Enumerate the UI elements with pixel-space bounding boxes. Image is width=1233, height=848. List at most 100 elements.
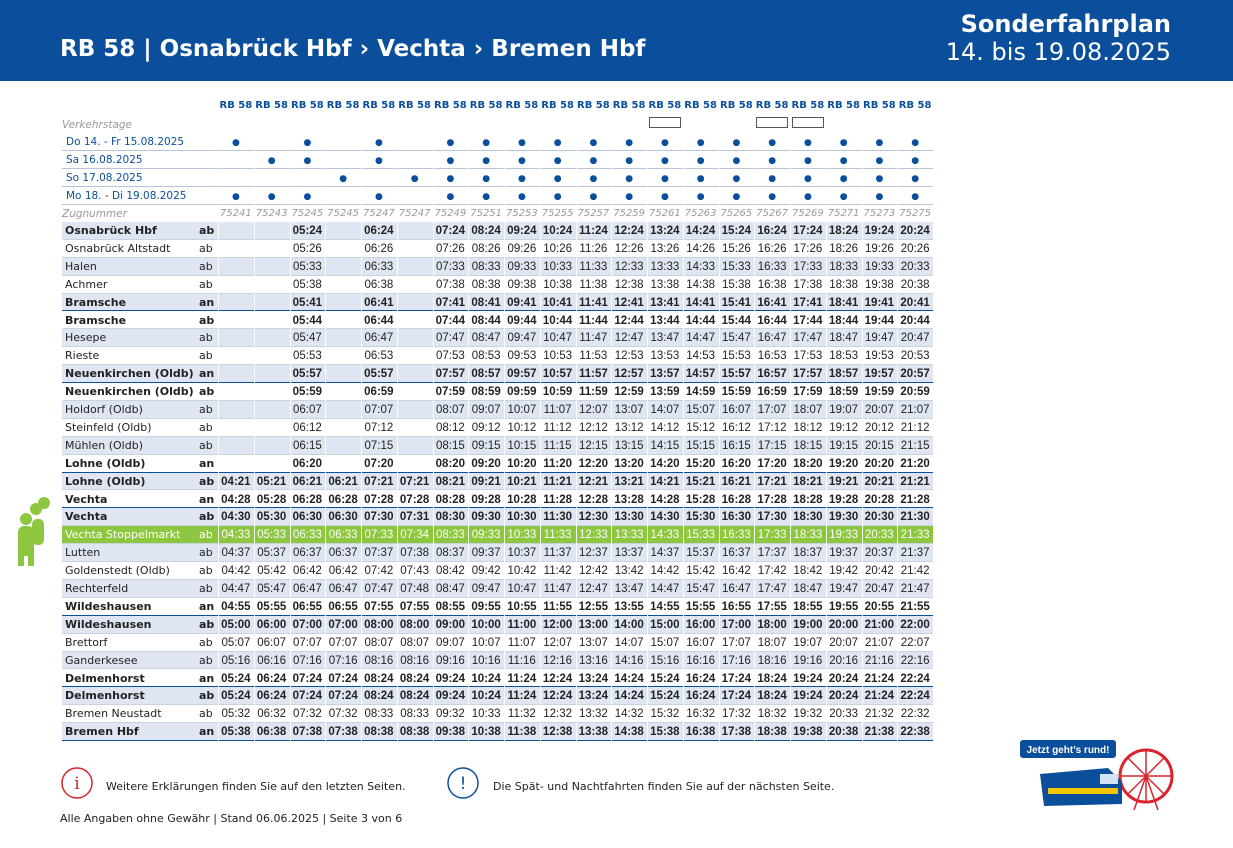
departure-time: 15:20 [685, 457, 716, 470]
departure-time: 07:55 [399, 600, 430, 613]
departure-time: 11:28 [543, 493, 573, 506]
departure-time: 07:48 [400, 583, 430, 595]
departure-time: 22:32 [900, 708, 930, 721]
departure-time: 19:26 [864, 242, 894, 255]
departure-time: 05:16 [221, 654, 251, 667]
departure-time: 14:47 [686, 332, 716, 345]
departure-time: 05:32 [221, 708, 251, 721]
departure-time: 16:55 [721, 600, 752, 613]
departure-time: 11:24 [507, 672, 537, 685]
info-icon: i [61, 767, 93, 799]
departure-time: 09:24 [507, 225, 537, 237]
departure-time: 13:42 [614, 565, 644, 578]
departure-time: 12:15 [578, 439, 608, 452]
departure-time: 07:38 [328, 726, 358, 739]
departure-time: 17:24 [793, 225, 823, 237]
departure-time: 11:20 [543, 457, 573, 470]
departure-time: 17:21 [757, 475, 787, 488]
departure-time: 06:21 [292, 475, 323, 488]
departure-time: 13:47 [650, 332, 680, 345]
column-line: RB 58 [469, 100, 503, 111]
train-number: 75251 [470, 208, 503, 219]
stop-event: ab [199, 241, 213, 255]
departure-time: 20:24 [828, 672, 859, 685]
departure-time: 16:38 [757, 278, 787, 291]
train-number: 75271 [827, 208, 860, 219]
departure-time: 12:21 [578, 475, 609, 488]
departure-time: 07:21 [364, 475, 394, 488]
departure-time: 12:24 [614, 225, 644, 237]
departure-time: 08:33 [364, 708, 394, 721]
departure-time: 13:24 [578, 690, 609, 703]
day-dot: ● [875, 192, 884, 202]
departure-time: 08:16 [400, 654, 430, 667]
column-line: RB 58 [827, 100, 860, 111]
departure-time: 17:33 [757, 529, 787, 542]
label: Sonderfahrplan [960, 10, 1171, 38]
column-line: RB 58 [791, 100, 825, 111]
column-divider [468, 133, 470, 742]
departure-time: 04:55 [221, 600, 251, 613]
departure-time: 09:20 [471, 457, 501, 470]
departure-time: 22:38 [900, 726, 930, 739]
departure-time: 14:07 [614, 636, 644, 649]
day-dot: ● [231, 138, 240, 148]
departure-time: 09:53 [507, 350, 537, 363]
column-line: RB 58 [255, 100, 288, 111]
departure-time: 08:15 [435, 439, 465, 452]
departure-time: 18:44 [828, 314, 859, 327]
departure-time: 15:24 [650, 690, 680, 703]
departure-time: 17:33 [793, 260, 823, 273]
stop-name: Halen [65, 259, 97, 273]
departure-time: 17:37 [757, 547, 787, 560]
departure-time: 21:38 [864, 726, 895, 739]
stop-row [62, 311, 933, 330]
departure-time: 14:57 [685, 368, 716, 381]
departure-time: 21:42 [900, 565, 930, 578]
departure-time: 09:28 [471, 493, 501, 506]
departure-time: 15:55 [685, 600, 716, 613]
departure-time: 07:30 [364, 511, 394, 524]
departure-time: 07:31 [399, 511, 430, 524]
departure-time: 08:37 [435, 547, 465, 560]
departure-time: 11:33 [579, 260, 608, 273]
departure-time: 08:00 [399, 618, 430, 631]
departure-time: 18:15 [793, 439, 823, 452]
column-divider [396, 133, 398, 742]
departure-time: 19:16 [793, 654, 823, 667]
departure-time: 11:57 [578, 368, 608, 381]
day-dot: ● [911, 192, 920, 202]
info-icon-text: i [74, 774, 80, 794]
departure-time: 04:37 [221, 547, 251, 560]
badge: Jetzt geht’s rund! [1027, 745, 1110, 756]
departure-time: 12:44 [614, 314, 644, 327]
departure-time: 20:53 [900, 350, 930, 363]
departure-time: 19:55 [828, 600, 859, 613]
departure-time: 07:34 [400, 529, 430, 542]
departure-time: 06:33 [328, 529, 358, 542]
column-line: RB 58 [755, 100, 789, 111]
column-divider [861, 133, 863, 742]
departure-time: 14:32 [614, 708, 644, 721]
stop-name: Wildeshausen [65, 599, 152, 613]
departure-time: 05:28 [256, 493, 287, 506]
departure-time: 18:47 [829, 332, 859, 345]
departure-time: 07:24 [292, 672, 323, 685]
departure-time: 18:28 [793, 493, 823, 506]
departure-time: 04:47 [221, 583, 251, 595]
day-dot: ● [696, 156, 705, 166]
departure-time: 09:37 [471, 547, 501, 560]
departure-time: 08:33 [435, 529, 465, 542]
stop-event: ab [199, 689, 215, 703]
day-dot: ● [875, 156, 884, 166]
departure-time: 08:47 [435, 583, 465, 595]
departure-time: 18:57 [828, 368, 859, 381]
departure-time: 05:30 [256, 511, 287, 524]
departure-time: 14:42 [650, 565, 680, 578]
departure-time: 11:24 [507, 690, 537, 703]
departure-time: 10:47 [507, 583, 537, 595]
departure-time: 16:24 [757, 225, 787, 237]
day-row [62, 133, 933, 151]
departure-time: 07:16 [292, 654, 322, 667]
departure-time: 07:24 [328, 672, 358, 685]
